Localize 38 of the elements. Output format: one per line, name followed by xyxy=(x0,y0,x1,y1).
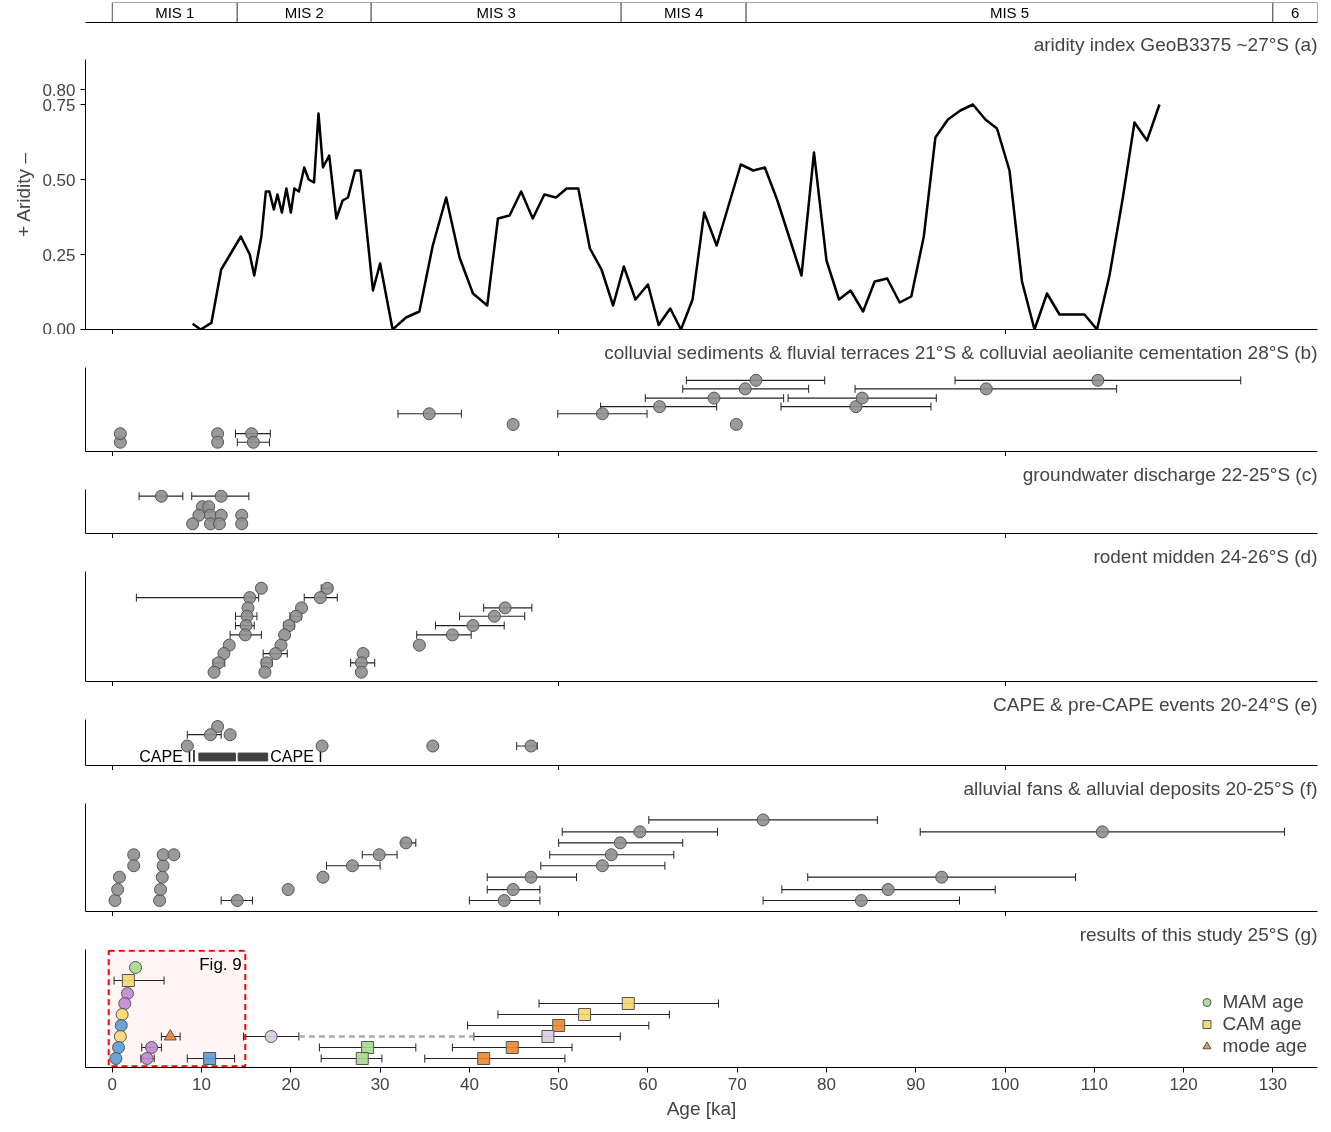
series-label: MIS 2 xyxy=(284,4,324,21)
y-tick-label: 0.50 xyxy=(42,170,76,190)
series-label: 6 xyxy=(1291,3,1300,21)
x-tick-label: 60 xyxy=(638,1074,658,1094)
chart-title: rodent midden 24-26°S (d) xyxy=(1093,545,1318,567)
series-label: MIS 1 xyxy=(155,4,195,21)
x-tick-label: 100 xyxy=(990,1074,1020,1094)
chart-title: groundwater discharge 22-25°S (c) xyxy=(1022,463,1318,485)
y-tick-label: 0.25 xyxy=(42,245,76,265)
x-tick-label: 10 xyxy=(192,1074,212,1094)
legend-label: CAM age xyxy=(1222,1013,1302,1035)
x-tick-label: 0 xyxy=(107,1074,118,1094)
legend-label: MAM age xyxy=(1222,991,1304,1013)
chart-title: CAPE & pre-CAPE events 20-24°S (e) xyxy=(993,693,1318,715)
series-label: MIS 3 xyxy=(476,4,516,21)
chart-title: aridity index GeoB3375 ~27°S (a) xyxy=(1033,33,1318,55)
series-label: MIS 4 xyxy=(664,4,704,21)
band-label: CAPE I xyxy=(270,748,323,766)
x-tick-label: 20 xyxy=(281,1074,301,1094)
x-tick-label: 30 xyxy=(370,1074,390,1094)
legend-label: mode age xyxy=(1222,1035,1307,1057)
chart-title: alluvial fans & alluvial deposits 20-25°S (f) xyxy=(963,777,1318,799)
band-label: CAPE II xyxy=(139,748,197,766)
y-axis-title: + Aridity – xyxy=(13,152,35,237)
x-axis-title: Age [ka] xyxy=(666,1097,737,1119)
band-label: Fig. 9 xyxy=(199,955,242,975)
x-tick-label: 40 xyxy=(459,1074,479,1094)
x-tick-label: 50 xyxy=(549,1074,569,1094)
chart-title: results of this study 25°S (g) xyxy=(1079,923,1318,945)
x-tick-label: 110 xyxy=(1080,1074,1108,1094)
x-tick-label: 120 xyxy=(1169,1074,1198,1094)
x-tick-label: 90 xyxy=(906,1074,926,1094)
y-tick-label: 0.00 xyxy=(42,319,76,339)
series-label: MIS 5 xyxy=(989,4,1030,21)
chart-title: colluvial sediments & fluvial terraces 21°S & colluvial aeolianite cementation 28°S (b) xyxy=(604,341,1318,363)
x-tick-label: 80 xyxy=(817,1074,836,1094)
x-tick-label: 130 xyxy=(1258,1074,1288,1094)
x-tick-label: 70 xyxy=(727,1074,747,1094)
